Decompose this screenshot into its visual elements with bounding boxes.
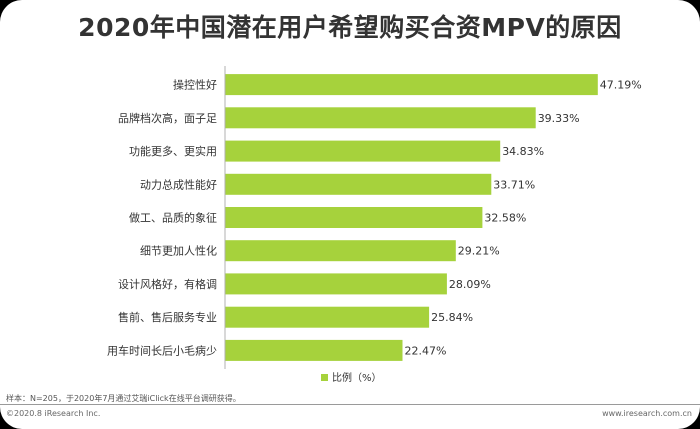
category-label: 售前、售后服务专业 [118,310,217,324]
data-label: 22.47% [405,344,447,357]
data-label: 32.58% [484,212,526,225]
category-label: 做工、品质的象征 [129,211,217,225]
category-label: 功能更多、更实用 [129,144,217,158]
bar [225,339,403,361]
category-label: 动力总成性能好 [140,177,217,191]
data-label: 25.84% [431,311,473,324]
data-label: 34.83% [502,145,544,158]
bar [225,74,598,96]
website-text: www.iresearch.com.cn [602,409,692,418]
bar [225,140,501,162]
legend-swatch [321,374,328,381]
bar [225,240,456,262]
bar [225,173,492,195]
data-label: 39.33% [538,112,580,125]
category-label: 品牌档次高，面子足 [118,111,217,125]
legend-label: 比例（%） [332,371,382,384]
category-label: 用车时间长后小毛病少 [107,343,217,357]
data-label: 28.09% [449,278,491,291]
category-label: 操控性好 [173,78,217,92]
bar [225,306,430,328]
bar [225,207,483,228]
source-note: 样本：N=205，于2020年7月通过艾瑞iClick在线平台调研获得。 [6,394,241,403]
chart-title: 2020年中国潜在用户希望购买合资MPV的原因 [78,13,622,42]
category-label: 设计风格好，有格调 [118,277,217,291]
copyright-text: ©2020.8 iResearch Inc. [6,409,101,418]
bar [225,107,536,129]
footer-divider [0,404,700,405]
data-label: 29.21% [458,245,500,258]
category-label: 细节更加人性化 [140,244,217,258]
data-label: 33.71% [493,178,535,191]
bar [225,273,447,295]
data-label: 47.19% [600,79,642,92]
